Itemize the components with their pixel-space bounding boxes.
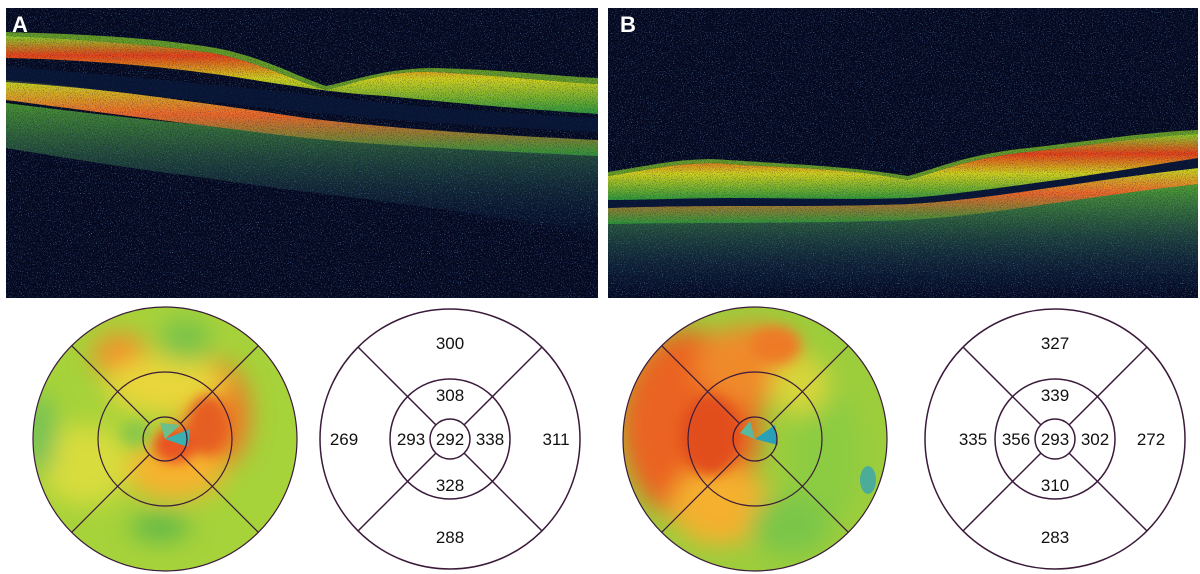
thickness-maps-b: 327 339 335 356 293 302 272 310 283 (622, 306, 1186, 572)
panel-a: A (6, 8, 598, 572)
etdrs-grid-a: 300 308 269 293 292 338 311 328 288 (319, 308, 581, 570)
panel-label-b: B (620, 12, 636, 37)
thickness-color-map-a (32, 306, 298, 572)
etdrs-inferior-outer-a: 288 (436, 528, 464, 547)
etdrs-superior-inner-b: 339 (1041, 386, 1069, 405)
etdrs-temporal-outer-b: 335 (959, 430, 987, 449)
etdrs-temporal-inner-a: 293 (397, 430, 425, 449)
etdrs-nasal-outer-a: 311 (542, 430, 569, 449)
etdrs-nasal-inner-b: 302 (1081, 430, 1109, 449)
etdrs-grid-b: 327 339 335 356 293 302 272 310 283 (924, 308, 1186, 570)
etdrs-nasal-inner-a: 338 (476, 430, 504, 449)
panel-label-a: A (12, 12, 28, 37)
etdrs-superior-outer-b: 327 (1041, 334, 1069, 353)
oct-scan-a (6, 8, 598, 298)
etdrs-inferior-outer-b: 283 (1041, 528, 1069, 547)
etdrs-superior-outer-a: 300 (436, 334, 464, 353)
oct-scan-image-a (6, 8, 598, 298)
etdrs-inferior-inner-b: 310 (1041, 476, 1069, 495)
thickness-color-map-b (622, 306, 888, 572)
oct-scan-image-b (608, 8, 1198, 298)
etdrs-superior-inner-a: 308 (436, 386, 464, 405)
oct-scan-b (608, 8, 1198, 298)
etdrs-temporal-outer-a: 269 (330, 430, 358, 449)
etdrs-inferior-inner-a: 328 (436, 476, 464, 495)
etdrs-temporal-inner-b: 356 (1002, 430, 1030, 449)
etdrs-center-b: 293 (1041, 430, 1069, 449)
thickness-maps-a: 300 308 269 293 292 338 311 328 288 (32, 306, 581, 572)
etdrs-nasal-outer-b: 272 (1137, 430, 1165, 449)
etdrs-center-a: 292 (436, 430, 464, 449)
panel-b: B (600, 0, 1200, 574)
